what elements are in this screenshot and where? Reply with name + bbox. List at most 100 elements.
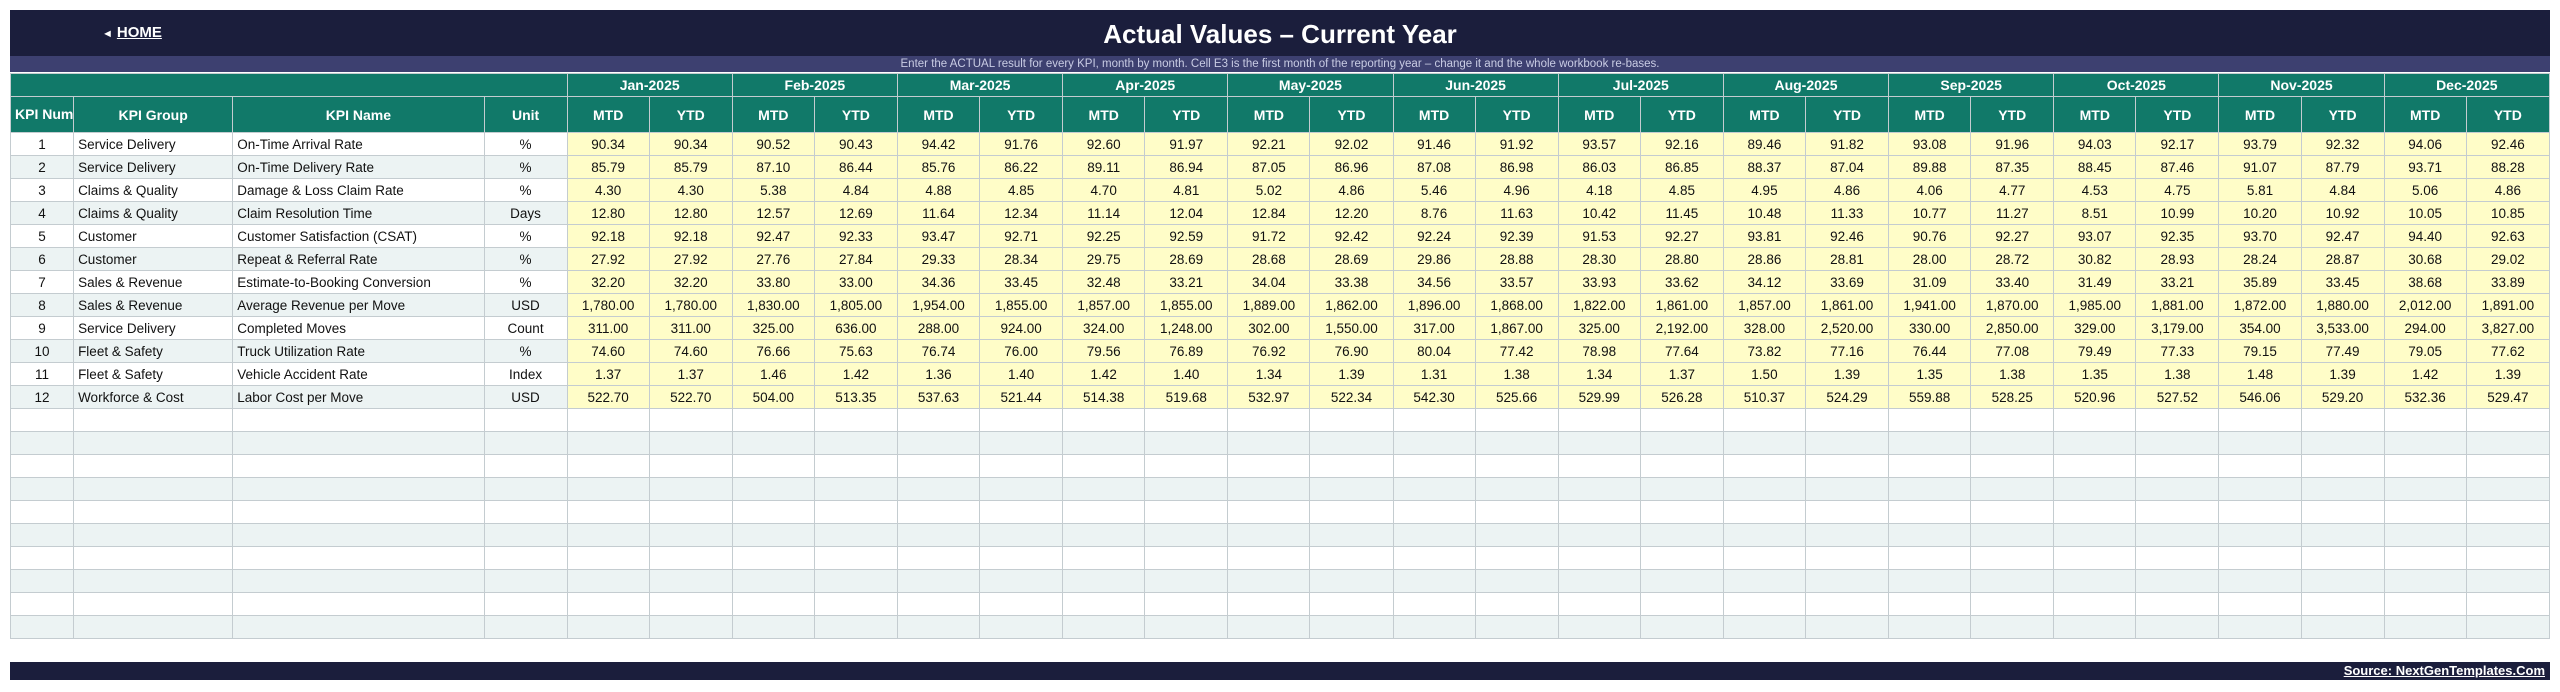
empty-cell[interactable] — [1722, 477, 1806, 501]
ytd-value-cell[interactable]: 86.96 — [1309, 155, 1394, 179]
empty-cell[interactable] — [648, 523, 733, 547]
empty-cell[interactable] — [2383, 592, 2467, 616]
ytd-value-cell[interactable]: 2,520.00 — [1804, 316, 1890, 340]
mtd-value-cell[interactable]: 12.80 — [566, 201, 650, 225]
ytd-value-cell[interactable]: 33.38 — [1309, 270, 1394, 294]
mtd-value-cell[interactable]: 79.56 — [1062, 339, 1146, 363]
ytd-value-cell[interactable]: 28.88 — [1474, 247, 1559, 271]
ytd-value-cell[interactable]: 1,862.00 — [1309, 293, 1394, 317]
mtd-value-cell[interactable]: 92.25 — [1062, 224, 1146, 248]
mtd-value-cell[interactable]: 8.51 — [2053, 201, 2137, 225]
empty-cell[interactable] — [813, 477, 898, 501]
empty-cell[interactable] — [1639, 431, 1724, 455]
mtd-value-cell[interactable]: 1.48 — [2218, 362, 2302, 386]
empty-cell[interactable] — [1062, 477, 1146, 501]
mtd-value-cell[interactable]: 4.53 — [2053, 178, 2137, 202]
ytd-value-cell[interactable]: 12.69 — [813, 201, 898, 225]
empty-cell[interactable] — [731, 477, 815, 501]
ytd-value-cell[interactable]: 528.25 — [1970, 385, 2055, 409]
empty-cell[interactable] — [2218, 615, 2302, 639]
empty-cell[interactable] — [1392, 431, 1476, 455]
ytd-value-cell[interactable]: 28.81 — [1804, 247, 1890, 271]
ytd-value-cell[interactable]: 10.92 — [2300, 201, 2385, 225]
mtd-value-cell[interactable]: 74.60 — [566, 339, 650, 363]
empty-cell[interactable] — [232, 454, 485, 478]
empty-cell[interactable] — [1804, 408, 1890, 432]
ytd-value-cell[interactable]: 522.70 — [648, 385, 733, 409]
mtd-value-cell[interactable]: 1.42 — [2383, 362, 2467, 386]
empty-cell[interactable] — [1639, 500, 1724, 524]
mtd-value-cell[interactable]: 330.00 — [1888, 316, 1972, 340]
ytd-value-cell[interactable]: 33.89 — [2465, 270, 2551, 294]
ytd-value-cell[interactable]: 4.86 — [1309, 178, 1394, 202]
ytd-value-cell[interactable]: 92.32 — [2300, 132, 2385, 156]
empty-cell[interactable] — [813, 454, 898, 478]
empty-cell[interactable] — [2135, 546, 2220, 570]
empty-cell[interactable] — [483, 431, 568, 455]
empty-cell[interactable] — [1474, 500, 1559, 524]
mtd-value-cell[interactable]: 1,857.00 — [1062, 293, 1146, 317]
empty-cell[interactable] — [648, 408, 733, 432]
empty-cell[interactable] — [1970, 615, 2055, 639]
empty-cell[interactable] — [2383, 500, 2467, 524]
mtd-value-cell[interactable]: 1,822.00 — [1557, 293, 1641, 317]
empty-cell[interactable] — [566, 615, 650, 639]
ytd-value-cell[interactable]: 27.92 — [648, 247, 733, 271]
empty-cell[interactable] — [648, 569, 733, 593]
mtd-value-cell[interactable]: 12.57 — [731, 201, 815, 225]
empty-cell[interactable] — [1804, 454, 1890, 478]
ytd-value-cell[interactable]: 1.39 — [1309, 362, 1394, 386]
mtd-value-cell[interactable]: 87.05 — [1227, 155, 1311, 179]
empty-cell[interactable] — [483, 615, 568, 639]
empty-cell[interactable] — [1557, 408, 1641, 432]
ytd-value-cell[interactable]: 92.27 — [1639, 224, 1724, 248]
ytd-value-cell[interactable]: 4.84 — [813, 178, 898, 202]
empty-cell[interactable] — [896, 592, 981, 616]
empty-cell[interactable] — [483, 477, 568, 501]
ytd-value-cell[interactable]: 1.38 — [2135, 362, 2220, 386]
empty-cell[interactable] — [2383, 523, 2467, 547]
ytd-value-cell[interactable]: 1,248.00 — [1144, 316, 1229, 340]
ytd-value-cell[interactable]: 1,550.00 — [1309, 316, 1394, 340]
mtd-value-cell[interactable]: 30.68 — [2383, 247, 2467, 271]
empty-cell[interactable] — [979, 592, 1064, 616]
empty-cell[interactable] — [1227, 523, 1311, 547]
ytd-value-cell[interactable]: 11.63 — [1474, 201, 1559, 225]
empty-cell[interactable] — [2053, 431, 2137, 455]
empty-cell[interactable] — [1639, 546, 1724, 570]
ytd-value-cell[interactable]: 87.04 — [1804, 155, 1890, 179]
empty-cell[interactable] — [1062, 454, 1146, 478]
empty-cell[interactable] — [1804, 592, 1890, 616]
mtd-value-cell[interactable]: 1,857.00 — [1722, 293, 1806, 317]
empty-cell[interactable] — [2465, 615, 2551, 639]
empty-cell[interactable] — [1804, 431, 1890, 455]
empty-cell[interactable] — [483, 408, 568, 432]
mtd-value-cell[interactable]: 8.76 — [1392, 201, 1476, 225]
empty-cell[interactable] — [73, 454, 234, 478]
empty-cell[interactable] — [1888, 431, 1972, 455]
empty-cell[interactable] — [2053, 454, 2137, 478]
empty-cell[interactable] — [73, 431, 234, 455]
ytd-value-cell[interactable]: 521.44 — [979, 385, 1064, 409]
empty-cell[interactable] — [1970, 477, 2055, 501]
empty-cell[interactable] — [2053, 500, 2137, 524]
empty-cell[interactable] — [731, 569, 815, 593]
mtd-value-cell[interactable]: 10.77 — [1888, 201, 1972, 225]
mtd-value-cell[interactable]: 34.36 — [896, 270, 981, 294]
empty-cell[interactable] — [483, 569, 568, 593]
empty-cell[interactable] — [731, 408, 815, 432]
ytd-value-cell[interactable]: 77.08 — [1970, 339, 2055, 363]
ytd-value-cell[interactable]: 1.37 — [648, 362, 733, 386]
ytd-value-cell[interactable]: 92.35 — [2135, 224, 2220, 248]
empty-cell[interactable] — [9, 569, 75, 593]
ytd-value-cell[interactable]: 86.85 — [1639, 155, 1724, 179]
empty-cell[interactable] — [232, 431, 485, 455]
empty-cell[interactable] — [979, 477, 1064, 501]
empty-cell[interactable] — [1227, 615, 1311, 639]
empty-cell[interactable] — [2465, 592, 2551, 616]
mtd-value-cell[interactable]: 85.79 — [566, 155, 650, 179]
empty-cell[interactable] — [1722, 569, 1806, 593]
empty-cell[interactable] — [2300, 615, 2385, 639]
mtd-value-cell[interactable]: 5.81 — [2218, 178, 2302, 202]
empty-cell[interactable] — [813, 500, 898, 524]
